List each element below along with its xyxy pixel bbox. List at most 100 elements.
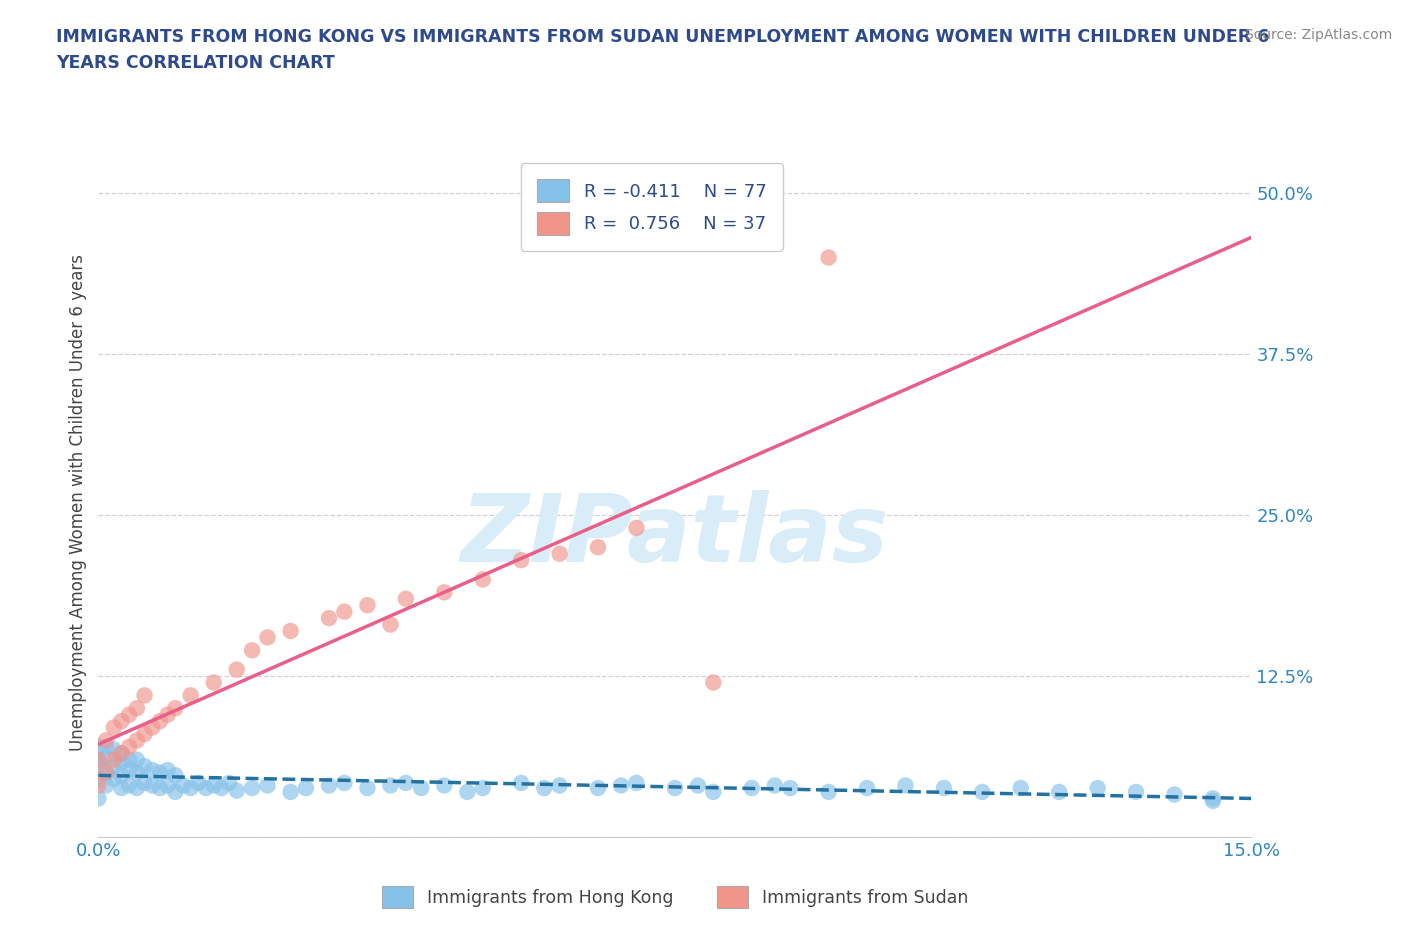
Point: [141, 720, 163, 735]
Point: [87, 790, 110, 805]
Point: [817, 250, 839, 265]
Point: [156, 778, 179, 793]
Point: [110, 746, 132, 761]
Point: [741, 780, 763, 795]
Point: [103, 752, 125, 767]
Point: [110, 780, 132, 795]
Point: [433, 778, 456, 793]
Point: [295, 780, 318, 795]
Point: [763, 778, 786, 793]
Text: IMMIGRANTS FROM HONG KONG VS IMMIGRANTS FROM SUDAN UNEMPLOYMENT AMONG WOMEN WITH: IMMIGRANTS FROM HONG KONG VS IMMIGRANTS …: [56, 28, 1270, 73]
Point: [664, 780, 686, 795]
Point: [240, 780, 263, 795]
Point: [87, 739, 110, 754]
Point: [202, 778, 225, 793]
Point: [149, 780, 172, 795]
Point: [1010, 780, 1032, 795]
Point: [125, 765, 148, 780]
Point: [548, 778, 571, 793]
Point: [118, 752, 141, 767]
Point: [87, 759, 110, 774]
Point: [125, 733, 148, 748]
Point: [156, 763, 179, 777]
Point: [172, 778, 194, 793]
Point: [510, 776, 533, 790]
Point: [380, 618, 402, 632]
Point: [125, 701, 148, 716]
Point: [110, 768, 132, 783]
Point: [356, 780, 378, 795]
Point: [141, 763, 163, 777]
Point: [134, 776, 156, 790]
Point: [118, 739, 141, 754]
Point: [87, 778, 110, 793]
Point: [586, 780, 609, 795]
Point: [626, 776, 648, 790]
Point: [103, 759, 125, 774]
Point: [118, 778, 141, 793]
Point: [779, 780, 801, 795]
Point: [94, 750, 117, 764]
Point: [165, 768, 187, 783]
Point: [333, 604, 356, 619]
Legend: Immigrants from Hong Kong, Immigrants from Sudan: Immigrants from Hong Kong, Immigrants fr…: [374, 879, 976, 915]
Point: [125, 752, 148, 767]
Point: [134, 759, 156, 774]
Point: [256, 778, 278, 793]
Point: [94, 739, 117, 754]
Point: [180, 688, 202, 703]
Point: [380, 778, 402, 793]
Point: [202, 675, 225, 690]
Point: [94, 733, 117, 748]
Point: [209, 780, 232, 795]
Point: [548, 546, 571, 561]
Point: [87, 752, 110, 767]
Point: [165, 701, 187, 716]
Point: [510, 552, 533, 567]
Point: [149, 765, 172, 780]
Point: [702, 785, 724, 800]
Point: [87, 772, 110, 787]
Point: [240, 643, 263, 658]
Point: [218, 776, 240, 790]
Point: [318, 778, 340, 793]
Point: [110, 755, 132, 770]
Point: [932, 780, 955, 795]
Point: [280, 785, 302, 800]
Point: [456, 785, 478, 800]
Point: [225, 783, 247, 798]
Text: Source: ZipAtlas.com: Source: ZipAtlas.com: [1244, 28, 1392, 42]
Point: [118, 763, 141, 777]
Point: [149, 713, 172, 728]
Point: [103, 772, 125, 787]
Point: [134, 688, 156, 703]
Point: [356, 598, 378, 613]
Text: ZIPatlas: ZIPatlas: [461, 490, 889, 581]
Point: [156, 707, 179, 722]
Point: [94, 765, 117, 780]
Point: [395, 591, 418, 606]
Point: [610, 778, 633, 793]
Point: [110, 746, 132, 761]
Point: [686, 778, 709, 793]
Point: [180, 780, 202, 795]
Point: [471, 780, 494, 795]
Point: [94, 778, 117, 793]
Point: [125, 780, 148, 795]
Point: [817, 785, 839, 800]
Point: [225, 662, 247, 677]
Point: [94, 765, 117, 780]
Point: [471, 572, 494, 587]
Point: [141, 778, 163, 793]
Point: [134, 726, 156, 741]
Point: [856, 780, 879, 795]
Point: [187, 776, 209, 790]
Point: [103, 742, 125, 757]
Point: [110, 713, 132, 728]
Point: [533, 780, 555, 795]
Point: [395, 776, 418, 790]
Point: [195, 780, 218, 795]
Point: [1047, 785, 1070, 800]
Point: [972, 785, 994, 800]
Point: [626, 521, 648, 536]
